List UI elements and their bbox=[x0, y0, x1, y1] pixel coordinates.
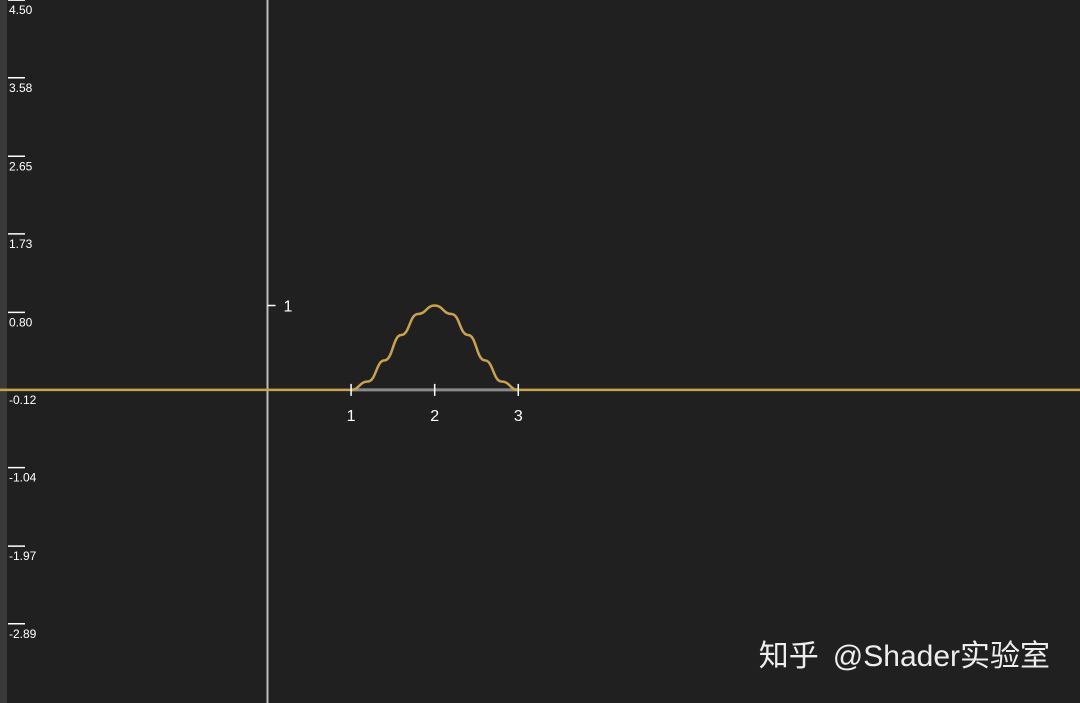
y-ruler-label: 3.58 bbox=[9, 81, 33, 95]
y-ruler-label: 1.73 bbox=[9, 237, 33, 251]
watermark-text: @Shader实验室 bbox=[832, 640, 1050, 673]
series-layer bbox=[0, 304, 1080, 392]
y-ruler-label: 0.80 bbox=[9, 315, 33, 329]
series-line bbox=[0, 304, 1080, 392]
y-ruler-label: -1.04 bbox=[9, 471, 37, 485]
y-ruler-label: -1.97 bbox=[9, 549, 37, 563]
y-ruler: 4.50 3.58 2.65 1.73 0.80 -0.12 -1.04 -1.97 -2.89 bbox=[8, 0, 37, 641]
y-ruler-label: -0.12 bbox=[9, 393, 37, 407]
y-axis-tick-label: 1 bbox=[283, 299, 292, 316]
x-axis-tick-label: 3 bbox=[514, 408, 523, 425]
axis-ticks: 1 2 3 1 bbox=[267, 299, 523, 425]
x-axis-tick-label: 1 bbox=[347, 408, 356, 425]
left-edge-bar bbox=[0, 0, 7, 703]
x-axis-tick-label: 2 bbox=[430, 408, 439, 425]
y-ruler-label: -2.89 bbox=[9, 627, 37, 641]
watermark: 知乎 @Shader实验室 bbox=[759, 631, 1050, 675]
y-ruler-label: 4.50 bbox=[9, 3, 33, 17]
watermark-logo: 知乎 bbox=[758, 640, 819, 673]
y-ruler-label: 2.65 bbox=[9, 159, 33, 173]
